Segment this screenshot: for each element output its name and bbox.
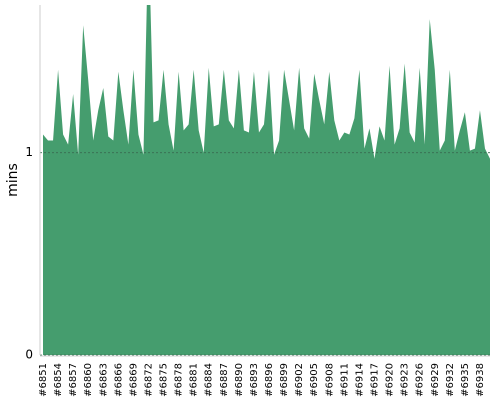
x-tick-label: #6935 [460,363,471,397]
x-tick-label: #6866 [113,363,124,397]
x-tick-label: #6893 [249,363,260,397]
x-tick-label: #6902 [294,363,305,397]
x-tick-label: #6884 [204,363,215,397]
x-tick-label: #6899 [279,363,290,397]
x-tick-label: #6896 [264,363,275,397]
x-tick-label: #6932 [445,363,456,397]
x-tick-label: #6905 [309,363,320,397]
x-tick-label: #6857 [68,363,79,397]
x-tick-label: #6869 [128,363,139,397]
x-tick-label: #6863 [98,363,109,397]
x-tick-label: #6938 [475,363,486,397]
x-tick-label: #6929 [430,363,441,397]
x-tick-label: #6914 [354,363,365,397]
y-axis-label: mins [5,163,21,197]
x-tick-label: #6881 [189,363,200,397]
x-tick-label: #6872 [143,363,154,397]
x-tick-label: #6860 [83,363,94,397]
x-tick-label: #6920 [385,363,396,397]
x-tick-label: #6923 [400,363,411,397]
x-tick-label: #6926 [415,363,426,397]
x-tick-label: #6908 [324,363,335,397]
y-tick-label: 1 [25,145,33,159]
area [43,5,490,355]
x-tick-label: #6875 [159,363,170,397]
x-tick-label: #6887 [219,363,230,397]
x-tick-label: #6911 [339,363,350,397]
x-tick-label: #6854 [53,363,64,397]
x-tick-label: #6917 [369,363,380,397]
y-tick-label: 0 [25,348,33,362]
x-tick-label: #6851 [38,363,49,397]
x-tick-label: #6878 [174,363,185,397]
x-tick-label: #6890 [234,363,245,397]
